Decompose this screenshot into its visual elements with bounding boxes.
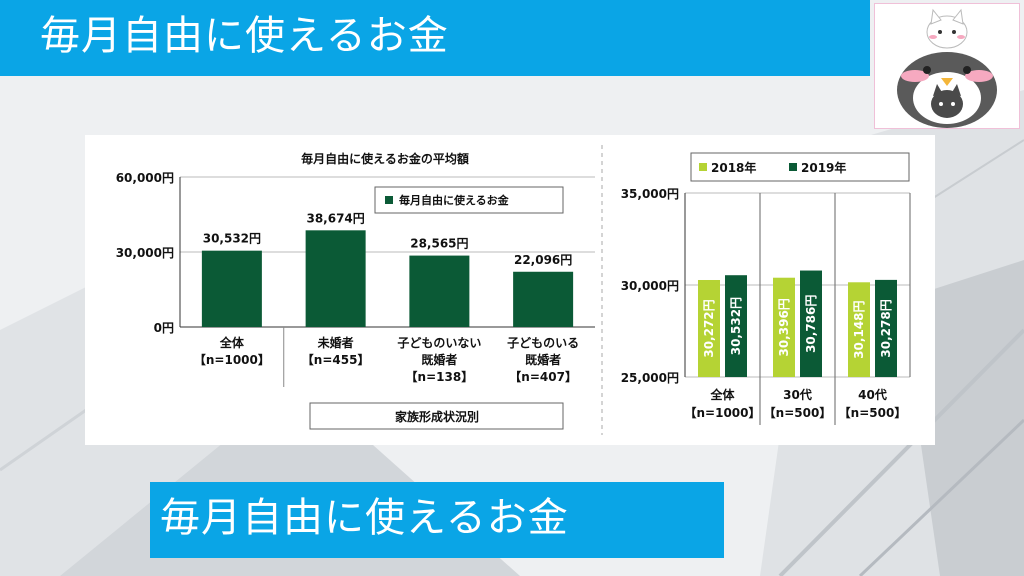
chart1-category-label: 子どものいない [397, 336, 481, 350]
chart2-bar [848, 282, 870, 377]
chart2-bar [800, 270, 822, 377]
chart1-data-label: 22,096円 [514, 253, 572, 267]
chart1-category-label: 【n=1000】 [194, 352, 270, 367]
chart2-legend-box [690, 152, 910, 182]
chart1-ytick-label: 60,000円 [116, 171, 174, 185]
chart1-group-label: 家族形成状況別 [395, 409, 479, 424]
chart2-bar [698, 279, 720, 377]
mascot-illustration [874, 3, 1020, 129]
chart2-legend-swatch [699, 163, 707, 171]
chart1-bar [513, 271, 574, 327]
chart2-legend-label: 2019年 [801, 160, 846, 175]
penguin-cat-icon [897, 8, 997, 128]
title-banner: 毎月自由に使えるお金 [0, 0, 870, 76]
chart1-bar [201, 250, 262, 327]
chart2-bar [725, 275, 747, 377]
chart1-category-label: 【n=407】 [509, 369, 577, 384]
chart1-bar [409, 255, 470, 327]
chart2-bar [875, 279, 897, 377]
chart2-data-label: 30,396円 [777, 298, 791, 356]
chart2-ytick-label: 25,000円 [621, 371, 679, 385]
chart1-legend-swatch [385, 196, 393, 204]
chart1-data-label: 30,532円 [203, 232, 261, 246]
chart1-category-label: 子どものいる [507, 336, 579, 350]
chart2-ytick-label: 30,000円 [621, 279, 679, 293]
chart2-legend-swatch [789, 163, 797, 171]
chart1-ytick-label: 0円 [154, 321, 174, 335]
banner-title: 毎月自由に使えるお金 [40, 13, 449, 59]
chart2-category-label: 【n=500】 [839, 405, 907, 420]
chart2-data-label: 30,148円 [852, 300, 866, 358]
chart1-category-label: 未婚者 [317, 335, 354, 350]
chart-area: 毎月自由に使えるお金の平均額0円30,000円60,000円30,532円全体【… [116, 145, 911, 435]
chart1-legend-box [374, 186, 564, 214]
chart1-data-label: 38,674円 [306, 211, 364, 225]
chart1-category-label: 既婚者 [421, 352, 457, 367]
chart2-category-label: 【n=1000】 [685, 405, 761, 420]
caption-title: 毎月自由に使えるお金 [160, 495, 569, 541]
chart2-category-label: 【n=500】 [764, 405, 832, 420]
chart1-category-label: 【n=455】 [302, 352, 370, 367]
chart1-group-box [309, 402, 564, 430]
chart2-data-label: 30,272円 [702, 299, 716, 357]
chart1-category-label: 既婚者 [525, 352, 561, 367]
chart2-category-label: 30代 [783, 387, 812, 402]
chart2-legend-label: 2018年 [711, 160, 756, 175]
chart1-category-label: 全体 [219, 335, 245, 350]
chart2-data-label: 30,532円 [729, 297, 743, 355]
chart2-ytick-label: 35,000円 [621, 187, 679, 201]
chart1-title: 毎月自由に使えるお金の平均額 [301, 151, 469, 166]
chart1-legend-label: 毎月自由に使えるお金 [399, 193, 510, 207]
chart2-category-label: 40代 [858, 387, 887, 402]
caption-banner: 毎月自由に使えるお金 [150, 482, 724, 558]
chart2-category-label: 全体 [709, 387, 735, 402]
chart2-data-label: 30,278円 [879, 299, 893, 357]
chart1-category-label: 【n=138】 [406, 369, 474, 384]
chart1-ytick-label: 30,000円 [116, 246, 174, 260]
chart2-data-label: 30,786円 [804, 295, 818, 353]
chart1-data-label: 28,565円 [410, 237, 468, 251]
chart1-bar [305, 230, 366, 327]
chart2-bar [773, 277, 795, 377]
